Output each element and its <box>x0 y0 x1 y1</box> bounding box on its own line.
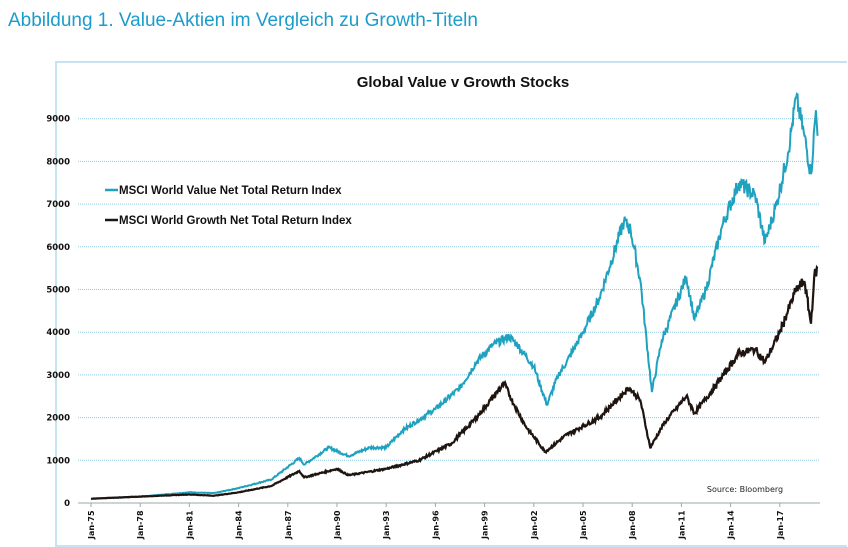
legend-label: MSCI World Value Net Total Return Index <box>119 185 342 197</box>
y-tick-label: 0 <box>64 499 70 509</box>
series-line <box>91 92 819 500</box>
y-tick-label: 9000 <box>46 115 70 125</box>
chart-source: Source: Bloomberg <box>707 485 783 494</box>
x-tick-label: Jan-78 <box>136 510 145 540</box>
y-tick-label: 4000 <box>46 328 70 338</box>
legend-label: MSCI World Growth Net Total Return Index <box>119 215 352 227</box>
x-tick-label: Jan-14 <box>727 510 736 540</box>
x-tick-label: Jan-93 <box>382 510 391 540</box>
chart-title: Global Value v Growth Stocks <box>357 74 570 91</box>
x-tick-label: Jan-11 <box>677 510 686 540</box>
y-tick-label: 6000 <box>46 243 70 253</box>
figure-heading: Abbildung 1. Value-Aktien im Vergleich z… <box>8 10 478 31</box>
y-tick-label: 3000 <box>46 371 70 381</box>
x-tick-label: Jan-17 <box>776 510 785 540</box>
x-tick-label: Jan-02 <box>530 510 539 540</box>
x-tick-label: Jan-96 <box>431 510 440 540</box>
x-tick-label: Jan-81 <box>185 510 194 540</box>
x-tick-label: Jan-08 <box>628 510 637 540</box>
x-tick-label: Jan-84 <box>235 510 244 540</box>
x-tick-label: Jan-90 <box>333 510 342 540</box>
series-line <box>90 264 819 500</box>
y-tick-label: 8000 <box>46 157 70 167</box>
y-tick-label: 5000 <box>46 286 70 296</box>
x-tick-label: Jan-75 <box>87 510 96 540</box>
y-tick-label: 1000 <box>46 456 70 466</box>
x-tick-label: Jan-05 <box>579 510 588 540</box>
x-tick-label: Jan-99 <box>481 510 490 540</box>
y-tick-label: 7000 <box>46 200 70 210</box>
x-tick-label: Jan-87 <box>284 510 293 540</box>
y-tick-label: 2000 <box>46 414 70 424</box>
